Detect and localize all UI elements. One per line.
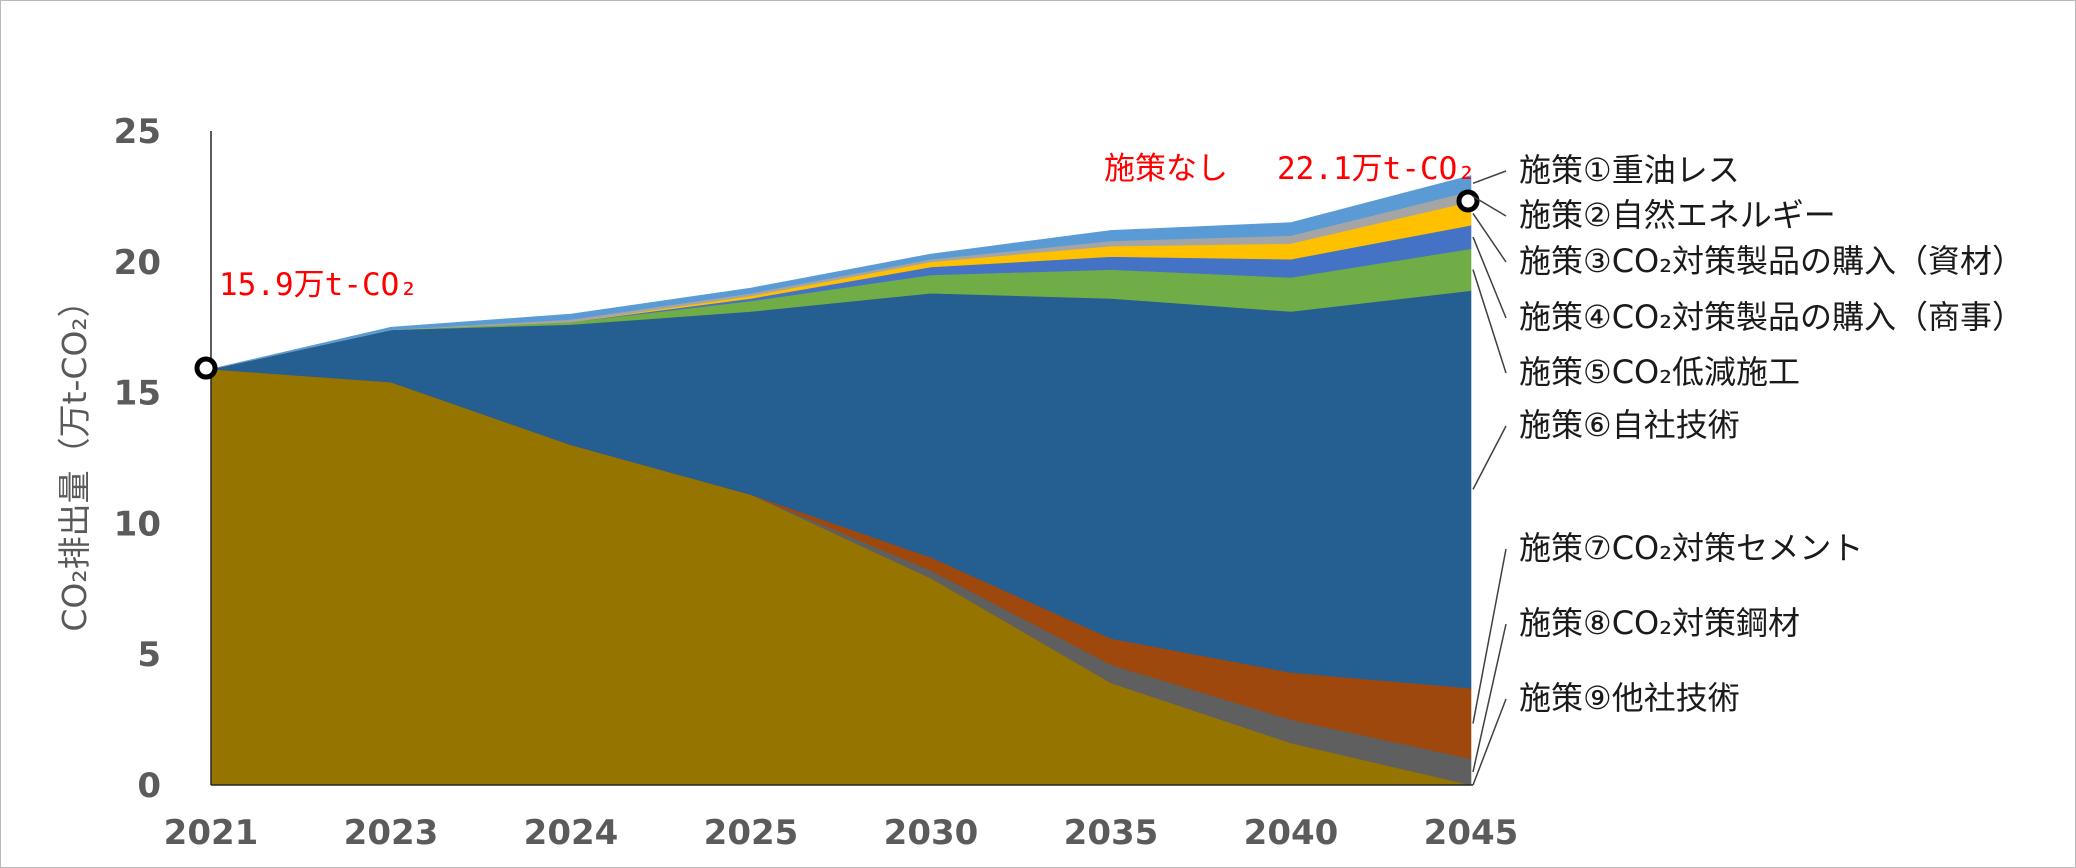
x-tick-label: 2045 xyxy=(1424,813,1519,853)
legend-label: 施策⑥自社技術 xyxy=(1519,406,1740,444)
x-tick-label: 2040 xyxy=(1244,813,1339,853)
no-measures-total-marker xyxy=(1456,189,1480,213)
y-tick-label: 5 xyxy=(137,635,161,675)
legend-leader-line xyxy=(1472,170,1507,185)
y-tick-label: 25 xyxy=(114,112,161,152)
y-tick-labels: 0 5 10 15 20 25 xyxy=(114,112,161,806)
x-tick-label: 2035 xyxy=(1064,813,1159,853)
start-total-marker xyxy=(194,356,218,380)
legend-leader-line xyxy=(1472,269,1507,374)
legend-label: 施策④CO₂対策製品の購入（商事） xyxy=(1519,298,2024,336)
legend-label: 施策⑨他社技術 xyxy=(1519,679,1740,717)
legend-label: 施策①重油レス xyxy=(1519,151,1740,189)
legend-leader-line xyxy=(1472,698,1507,786)
no-measures-label: 施策なし xyxy=(1104,151,1228,187)
x-tick-label: 2030 xyxy=(884,813,979,853)
y-tick-label: 20 xyxy=(114,243,161,283)
y-tick-label: 0 xyxy=(137,766,161,806)
no-measures-total-label: 22.1万t-CO₂ xyxy=(1277,151,1476,187)
legend-label: 施策②自然エネルギー xyxy=(1519,196,1836,234)
y-tick-label: 10 xyxy=(114,504,161,544)
y-axis-label: CO₂排出量（万t-CO₂） xyxy=(55,284,94,631)
legend-label: 施策⑦CO₂対策セメント xyxy=(1519,529,1863,567)
legend-label: 施策③CO₂対策製品の購入（資材） xyxy=(1519,242,2024,280)
legend-label: 施策⑤CO₂低減施工 xyxy=(1519,353,1800,391)
x-tick-label: 2025 xyxy=(704,813,799,853)
legend-leader-line xyxy=(1472,212,1507,263)
legend-leader-line xyxy=(1472,236,1507,319)
legend-label: 施策⑧CO₂対策鋼材 xyxy=(1519,604,1800,642)
axes-layer xyxy=(210,131,1473,786)
annotations: 15.9万t-CO₂ 施策なし 22.1万t-CO₂ xyxy=(194,151,1480,380)
legend-leader-line xyxy=(1472,425,1507,490)
areas-layer xyxy=(210,175,1472,786)
area-series-9 xyxy=(210,175,1472,370)
x-tick-labels: 2021 2023 2024 2025 2030 2035 2040 2045 xyxy=(164,813,1519,853)
start-total-label: 15.9万t-CO₂ xyxy=(219,267,418,303)
legend-leader-line xyxy=(1472,195,1507,217)
y-tick-label: 15 xyxy=(114,374,161,414)
x-tick-label: 2023 xyxy=(344,813,439,853)
x-tick-label: 2024 xyxy=(524,813,619,853)
legend-leader-line xyxy=(1472,548,1507,724)
x-tick-label: 2021 xyxy=(164,813,259,853)
legend-leader-line xyxy=(1472,623,1507,773)
